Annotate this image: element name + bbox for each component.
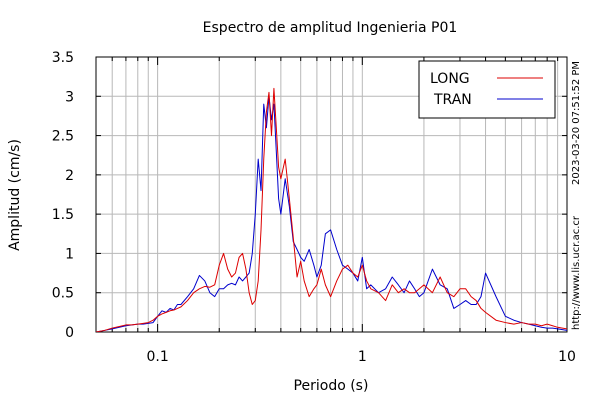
legend-label-long: LONG [430,71,470,87]
y-tick-label: 1.5 [52,207,74,223]
y-tick-label: 2.5 [52,129,74,145]
x-tick-label: 0.1 [146,349,168,365]
legend-box [418,60,556,119]
x-tick-label: 1 [358,349,367,365]
legend-label-tran: TRAN [433,92,472,108]
series-group [96,87,567,332]
x-axis: 0.1 1 10 [95,57,576,365]
y-tick-label: 0 [65,325,74,341]
y-tick-label: 3.5 [52,50,74,66]
y-axis-label: Amplitud (cm/s) [7,139,23,251]
y-tick-label: 3 [65,89,74,105]
series-line-tran [96,95,567,332]
timestamp-side-text: 2023-03-20 07:51:52 PM [571,61,582,185]
x-axis-label: Periodo (s) [294,378,369,394]
series-line-long [96,87,567,332]
y-tick-label: 1 [65,246,74,262]
y-tick-label: 0.5 [52,286,74,302]
plot-frame [95,56,568,333]
y-tick-label: 2 [65,168,74,184]
y-axis: 0 0.5 1 1.5 2 2.5 3 3.5 [52,50,567,341]
chart-title: Espectro de amplitud Ingenieria P01 [203,20,458,36]
url-side-text: http://www.lis.ucr.ac.cr [571,215,582,330]
grid [96,57,567,332]
x-tick-label: 10 [558,349,576,365]
legend: LONG TRAN [418,60,556,119]
